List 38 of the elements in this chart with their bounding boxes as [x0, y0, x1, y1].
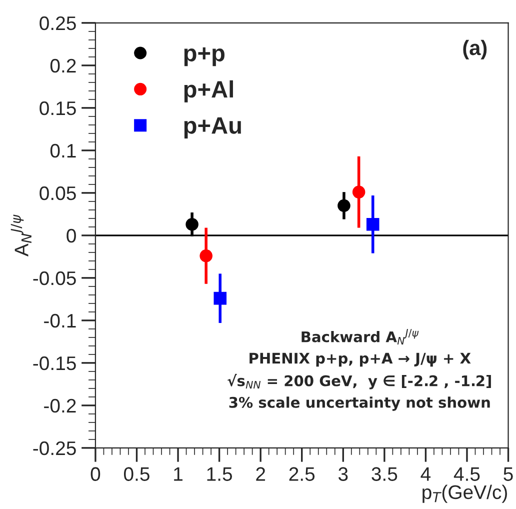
- x-tick-label: 4: [420, 467, 431, 481]
- x-tick-label: 5: [504, 467, 513, 481]
- legend-label: p+Au: [184, 117, 241, 139]
- x-tick-label: 3.5: [372, 467, 398, 481]
- point: [214, 292, 227, 305]
- y-tick-label: -0.15: [33, 356, 76, 370]
- x-tick-label: 4.5: [454, 467, 480, 481]
- point: [338, 199, 350, 212]
- y-tick-label: -0.25: [33, 441, 76, 456]
- x-tick-label: 0: [90, 467, 100, 481]
- y-tick-label: 0.05: [40, 186, 76, 200]
- x-tick-label: 0.5: [124, 467, 150, 481]
- point: [200, 249, 212, 262]
- y-tick-label: 0.15: [40, 101, 76, 116]
- y-tick-label: -0.05: [33, 271, 76, 286]
- x-tick-label: 1.5: [207, 467, 232, 481]
- x-tick-label: 3: [338, 467, 348, 481]
- y-tick-label: 0.25: [40, 16, 76, 30]
- annotation: 3% scale uncertainty not shown: [229, 396, 490, 411]
- point: [186, 218, 198, 231]
- point: [366, 218, 380, 231]
- legend-label: p+Al: [184, 80, 233, 102]
- point: [352, 186, 366, 198]
- y-tick-label: 0.1: [50, 144, 76, 158]
- annotation: √s$_{NN}$ = 200 GeV, y ∈ [-2.2 , -1.2]: [228, 374, 491, 390]
- legend-label: p+p: [184, 47, 224, 66]
- y-tick-label: -0.1: [44, 314, 76, 328]
- y-tick-label: 0.2: [50, 58, 76, 73]
- annotation: PHENIX p+p, p+A → J/ψ + X: [250, 352, 471, 367]
- y-axis-title: A$_{N}$$^{J/ψ}$: [10, 214, 32, 256]
- annotation: Backward A$_{N}$$^{J/ψ}$: [302, 329, 419, 344]
- y-tick-label: -0.2: [44, 398, 76, 413]
- y-tick-label: 0: [66, 228, 76, 243]
- x-tick-label: 2: [256, 467, 266, 481]
- x-tick-label: 1: [174, 467, 182, 481]
- annotation: (a): [463, 40, 487, 60]
- x-axis-title: p$_{T}$(GeV/c): [422, 484, 507, 503]
- x-tick-label: 2.5: [289, 467, 315, 481]
